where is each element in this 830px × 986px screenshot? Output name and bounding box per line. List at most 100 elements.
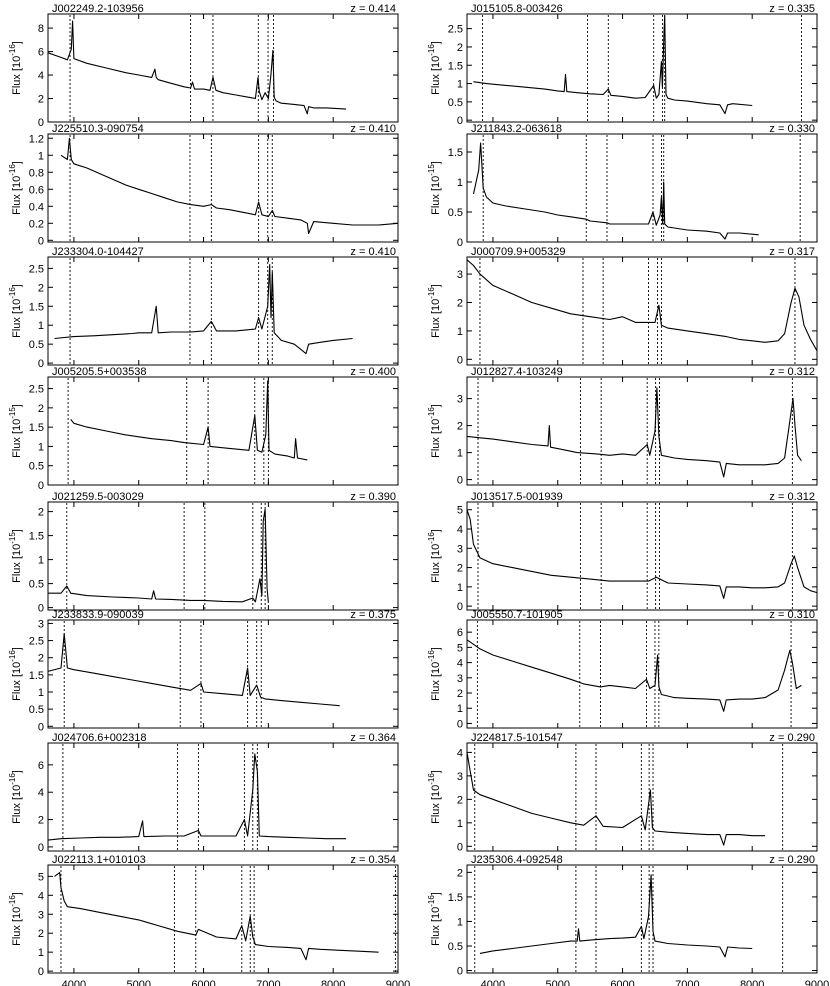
object-id-label: J225510.3-090754 <box>52 123 144 135</box>
y-tick-label: 0 <box>38 117 44 129</box>
spectrum-line <box>473 15 753 115</box>
y-axis-label: Flux [10-16] <box>427 892 442 946</box>
spectrum-line <box>54 872 379 961</box>
object-id-label: J021259.5-003029 <box>52 491 144 503</box>
y-tick-label: 0.6 <box>29 184 44 196</box>
redshift-label: z = 0.317 <box>769 246 815 258</box>
redshift-label: z = 0.330 <box>769 123 815 135</box>
y-axis-label: Flux [10-16] <box>427 284 442 338</box>
y-tick-label: 2 <box>38 653 44 665</box>
panel-J224817.5-101547: 0 1 2 3 4 J224817.5-101547 z = 0.290 Flux [10-1… <box>427 732 818 853</box>
spectrum-line <box>47 753 347 841</box>
panel-frame <box>466 619 818 729</box>
y-tick-label: 2.5 <box>29 636 44 648</box>
x-tick-label: 5000 <box>545 979 569 986</box>
y-tick-label: 0 <box>457 354 463 366</box>
y-tick-label: 5 <box>38 871 44 883</box>
y-tick-label: 2 <box>38 282 44 294</box>
spectrum-line <box>466 639 802 712</box>
y-tick-label: 1 <box>38 320 44 332</box>
y-tick-label: 0 <box>38 235 44 247</box>
y-tick-label: 3 <box>457 771 463 783</box>
y-tick-label: 1 <box>457 79 463 91</box>
y-tick-label: 0 <box>457 966 463 978</box>
panel-frame <box>47 133 399 243</box>
y-tick-label: 0 <box>457 718 463 730</box>
y-tick-label: 0.5 <box>448 97 463 109</box>
y-tick-label: 8 <box>38 23 44 35</box>
panel-frame <box>47 864 399 974</box>
y-axis-label: Flux [10-16] <box>427 770 442 824</box>
y-tick-label: 0 <box>38 480 44 492</box>
y-tick-label: 1 <box>38 555 44 567</box>
y-tick-label: 4 <box>457 658 463 670</box>
y-tick-label: 1 <box>457 916 463 928</box>
panel-frame <box>466 501 818 611</box>
y-tick-label: 1.5 <box>29 301 44 313</box>
redshift-label: z = 0.410 <box>350 246 396 258</box>
spectrum-line <box>472 142 759 240</box>
spectrum-line <box>54 264 353 355</box>
y-tick-label: 4 <box>38 70 44 82</box>
y-tick-label: 3 <box>457 394 463 406</box>
y-tick-label: 2 <box>457 688 463 700</box>
y-tick-label: 1.5 <box>448 892 463 904</box>
y-axis-label: Flux [10-16] <box>8 892 23 946</box>
y-tick-label: 0 <box>38 842 44 854</box>
y-tick-label: 2 <box>38 507 44 519</box>
x-tick-label: 4000 <box>481 979 505 986</box>
y-tick-label: 1.5 <box>448 60 463 72</box>
object-id-label: J233833.9-090039 <box>52 609 144 621</box>
y-tick-label: 2.5 <box>448 24 463 36</box>
y-tick-label: 2 <box>38 815 44 827</box>
y-tick-label: 4 <box>38 787 44 799</box>
x-tick-label: 7000 <box>256 979 280 986</box>
y-axis-label: Flux [10-16] <box>427 404 442 458</box>
y-tick-label: 2 <box>457 297 463 309</box>
y-tick-label: 0 <box>38 721 44 733</box>
spectrum-line <box>47 20 347 115</box>
redshift-label: z = 0.410 <box>350 123 396 135</box>
redshift-label: z = 0.354 <box>350 854 396 866</box>
spectrum-line <box>70 380 308 461</box>
x-tick-label: 8000 <box>321 979 345 986</box>
y-tick-label: 6 <box>38 760 44 772</box>
y-tick-label: 3 <box>457 543 463 555</box>
y-tick-label: 2 <box>38 403 44 415</box>
y-tick-label: 5 <box>457 505 463 517</box>
redshift-label: z = 0.310 <box>769 609 815 621</box>
y-tick-label: 0 <box>457 841 463 853</box>
panel-frame <box>466 742 818 852</box>
y-tick-label: 0 <box>38 603 44 615</box>
y-axis-label: Flux [10-15] <box>8 529 23 583</box>
panel-J005205.5+003538: 0 0.5 1 1.5 2 2.5 J005205.5+003538 z = 0.400 Flu… <box>8 366 399 492</box>
panel-J022113.1+010103: 0 1 2 3 4 5 J022113.1+010103 z = 0.354 Flux [10-… <box>8 854 399 978</box>
object-id-label: J211843.2-063618 <box>471 123 562 135</box>
y-tick-label: 2 <box>457 867 463 879</box>
object-id-label: J002249.2-103956 <box>52 3 144 15</box>
y-axis-label: Flux [10-16] <box>427 41 442 95</box>
y-tick-label: 0.5 <box>448 207 463 219</box>
y-tick-label: 0.8 <box>29 167 44 179</box>
y-tick-label: 6 <box>38 47 44 59</box>
y-tick-label: 1.5 <box>29 422 44 434</box>
panel-frame <box>466 256 818 366</box>
panel-frame <box>47 376 399 486</box>
spectrum-line <box>47 633 340 707</box>
y-tick-label: 6 <box>457 627 463 639</box>
redshift-label: z = 0.312 <box>769 491 815 503</box>
panel-frame <box>47 13 399 123</box>
object-id-label: J022113.1+010103 <box>52 854 146 866</box>
panel-J000709.9+005329: 0 1 2 3 J000709.9+005329 z = 0.317 Flux [10-16… <box>427 246 818 366</box>
y-tick-label: 0 <box>38 966 44 978</box>
panel-frame <box>466 13 818 123</box>
y-axis-label: Flux [10-16] <box>8 647 23 701</box>
y-tick-label: 0.5 <box>29 339 44 351</box>
spectrum-line <box>48 508 269 603</box>
spectrum-line <box>466 752 766 846</box>
panel-frame <box>466 864 818 974</box>
panel-J233304.0-104427: 0 0.5 1 1.5 2 2.5 J233304.0-104427 z = 0.410 Flu… <box>8 246 399 370</box>
spectrum-line <box>466 259 818 352</box>
y-tick-label: 1 <box>457 177 463 189</box>
redshift-label: z = 0.414 <box>350 3 396 15</box>
